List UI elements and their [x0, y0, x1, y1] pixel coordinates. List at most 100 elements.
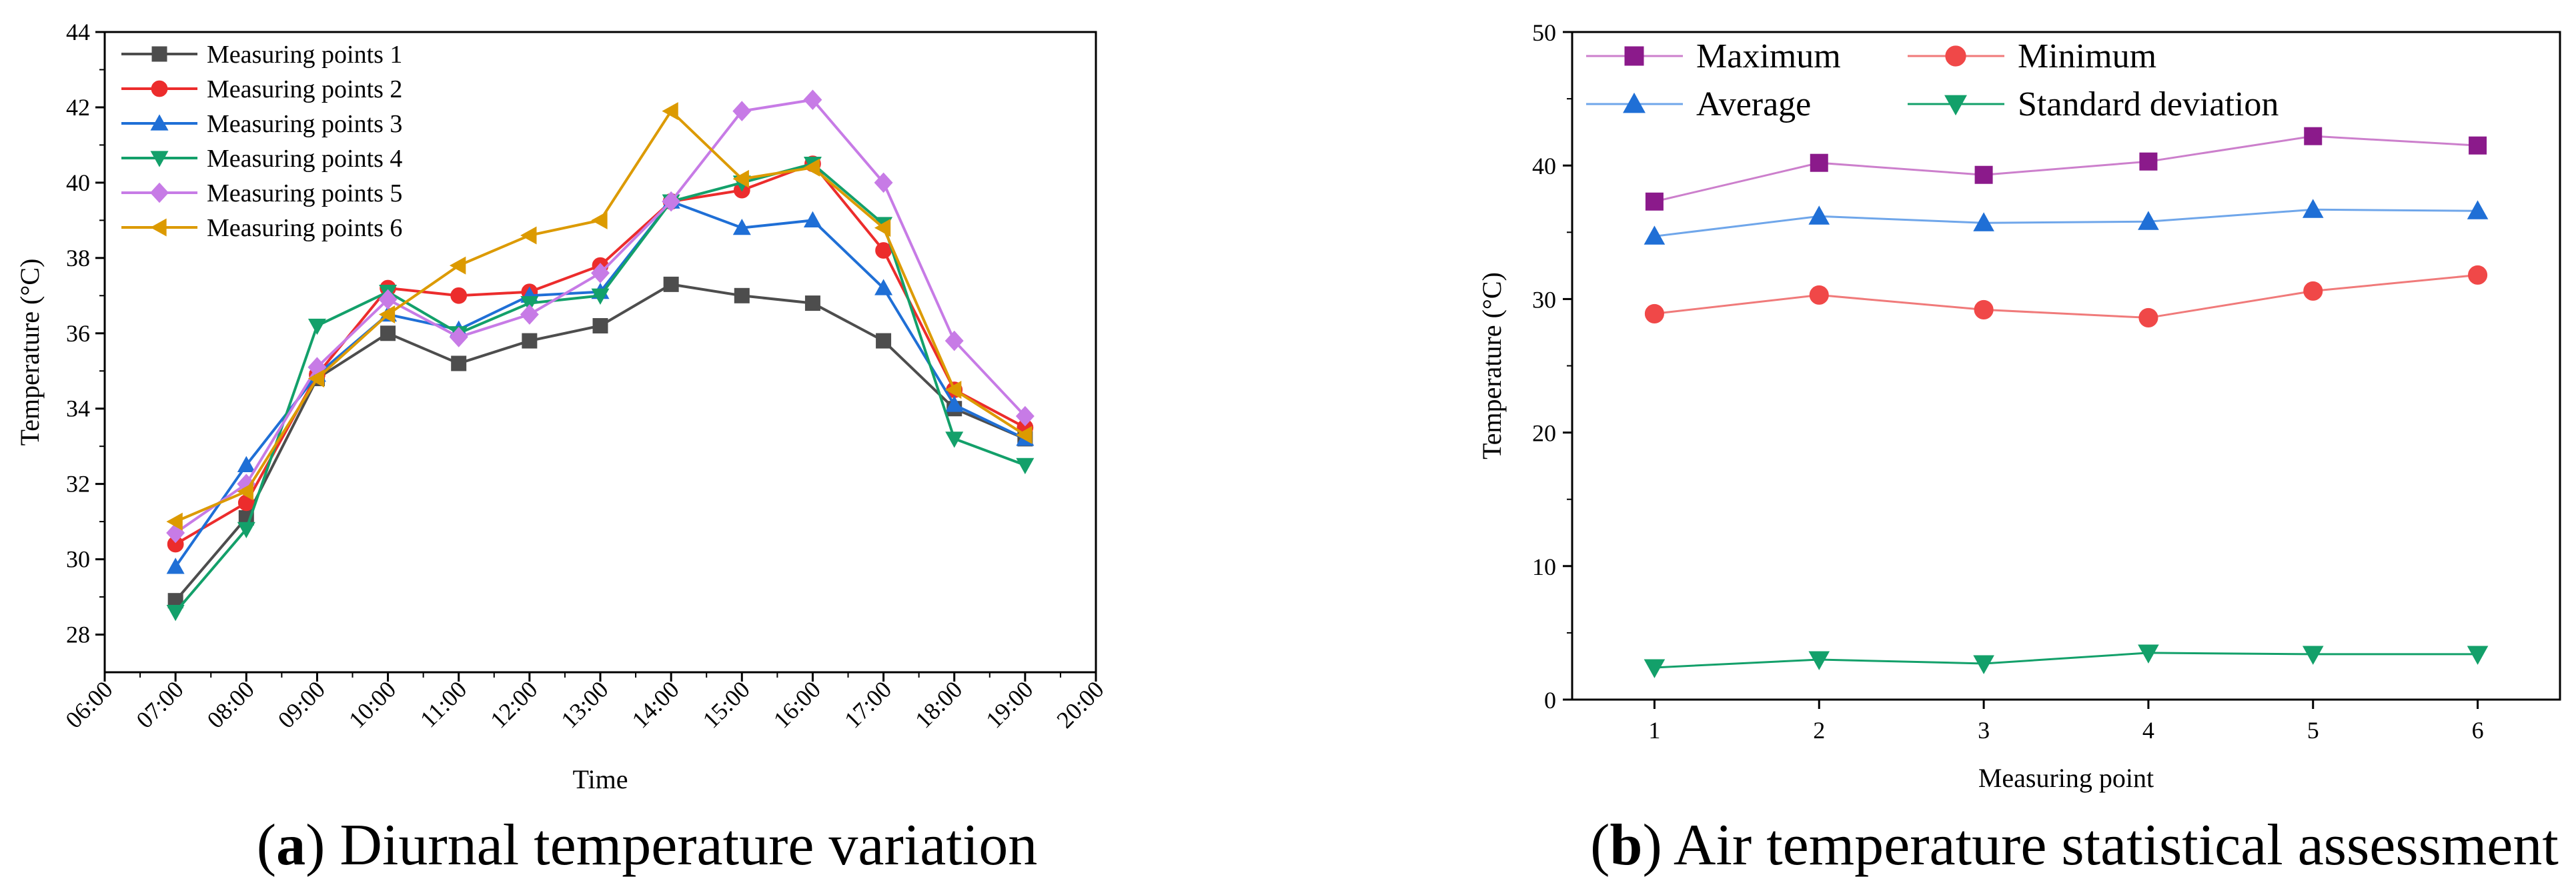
data-point: [2304, 127, 2323, 145]
legend-item: Measuring points 2: [121, 75, 402, 103]
data-point: [166, 605, 185, 622]
legend-label: Measuring points 5: [207, 179, 402, 207]
data-point: [520, 304, 539, 325]
data-point: [2138, 211, 2159, 230]
y-tick-label: 0: [1544, 687, 1556, 714]
data-point: [803, 89, 822, 110]
legend-marker: [150, 182, 169, 203]
data-point: [450, 256, 466, 275]
legend-marker: [150, 114, 169, 131]
y-tick-label: 32: [66, 471, 90, 498]
data-point: [1015, 405, 1035, 427]
data-point: [732, 218, 751, 235]
data-point: [2303, 281, 2323, 301]
legend-item: Maximum: [1586, 37, 1841, 75]
data-point: [803, 158, 820, 177]
y-tick-label: 36: [66, 320, 90, 347]
legend-label: Average: [1696, 85, 1811, 123]
caption-letter: a: [276, 813, 305, 878]
data-point: [520, 226, 537, 245]
data-point: [874, 279, 893, 295]
y-tick-label: 30: [66, 546, 90, 573]
x-tick-label: 15:00: [698, 676, 755, 733]
data-point: [2139, 152, 2158, 171]
legend: Measuring points 1 Measuring points 2 Meas…: [121, 41, 402, 242]
legend-marker: [1944, 95, 1967, 116]
data-point: [945, 380, 962, 399]
y-tick-label: 42: [66, 94, 90, 121]
x-tick-label: 6: [2472, 717, 2484, 744]
legend-item: Measuring points 6: [121, 214, 402, 242]
legend-item: Measuring points 4: [121, 145, 402, 173]
data-point: [237, 456, 255, 473]
data-point: [874, 219, 891, 237]
legend-item: Measuring points 1: [121, 41, 402, 69]
data-point: [804, 295, 820, 311]
data-point: [1973, 655, 1994, 674]
caption-close-paren: ): [1642, 813, 1673, 878]
y-axis-label: Temperature (°C): [1477, 272, 1507, 460]
data-point: [591, 211, 608, 229]
data-point: [1974, 165, 1993, 184]
x-tick-label: 20:00: [1051, 676, 1109, 733]
series-6: [166, 102, 1033, 531]
data-point: [2467, 646, 2489, 665]
series-line: [1654, 208, 2478, 237]
data-point: [237, 522, 255, 539]
x-tick-label: 09:00: [273, 676, 330, 733]
x-tick-label: 13:00: [556, 676, 613, 733]
x-tick-label: 11:00: [415, 676, 472, 732]
y-tick-label: 40: [1532, 153, 1556, 179]
data-point: [732, 169, 749, 188]
caption-letter: b: [1609, 813, 1642, 878]
legend-item: Measuring points 3: [121, 110, 402, 138]
legend-marker: [1623, 92, 1646, 113]
legend-marker: [1945, 45, 1966, 67]
series-line: [1654, 652, 2478, 669]
data-point: [378, 289, 398, 310]
data-point: [1809, 285, 1829, 305]
caption-open-paren: (: [1590, 813, 1609, 878]
legend-marker: [1624, 46, 1644, 66]
legend-item: Minimum: [1908, 37, 2156, 75]
data-point: [2138, 644, 2159, 664]
series-line: [174, 199, 1026, 568]
data-point: [450, 287, 468, 304]
legend-item: Standard deviation: [1908, 85, 2279, 123]
legend-marker: [150, 218, 167, 237]
y-tick-label: 38: [66, 245, 90, 271]
series-1: [1645, 127, 2487, 211]
data-point: [1808, 651, 1830, 670]
caption-text: Air temperature statistical assessment: [1674, 813, 2559, 878]
data-point: [1644, 303, 1664, 323]
y-tick-label: 50: [1532, 19, 1556, 46]
series-5: [166, 89, 1035, 544]
legend-label: Measuring points 6: [207, 214, 402, 242]
x-axis-label: Measuring point: [1978, 763, 2154, 793]
y-tick-label: 10: [1532, 554, 1556, 580]
data-point: [944, 330, 964, 351]
data-point: [591, 263, 610, 283]
legend-label: Measuring points 1: [207, 41, 402, 69]
x-tick-label: 18:00: [910, 676, 967, 733]
x-tick-label: 12:00: [485, 676, 542, 733]
x-tick-label: 08:00: [202, 676, 259, 733]
x-tick-label: 19:00: [981, 676, 1038, 733]
data-point: [1644, 225, 1666, 245]
data-point: [166, 512, 183, 531]
caption-b: (b) Air temperature statistical assessme…: [1590, 813, 2559, 878]
caption-text: Diurnal temperature variation: [340, 813, 1037, 878]
data-point: [1974, 299, 1994, 319]
caption-open-paren: (: [257, 813, 276, 878]
series-4: [1644, 644, 2489, 678]
data-point: [237, 482, 253, 501]
data-point: [591, 288, 610, 305]
data-point: [1645, 192, 1664, 211]
data-point: [522, 333, 538, 349]
data-point: [945, 395, 964, 412]
x-tick-label: 4: [2142, 717, 2154, 744]
data-point: [876, 333, 892, 349]
legend-marker: [151, 46, 167, 62]
data-point: [2302, 646, 2324, 665]
